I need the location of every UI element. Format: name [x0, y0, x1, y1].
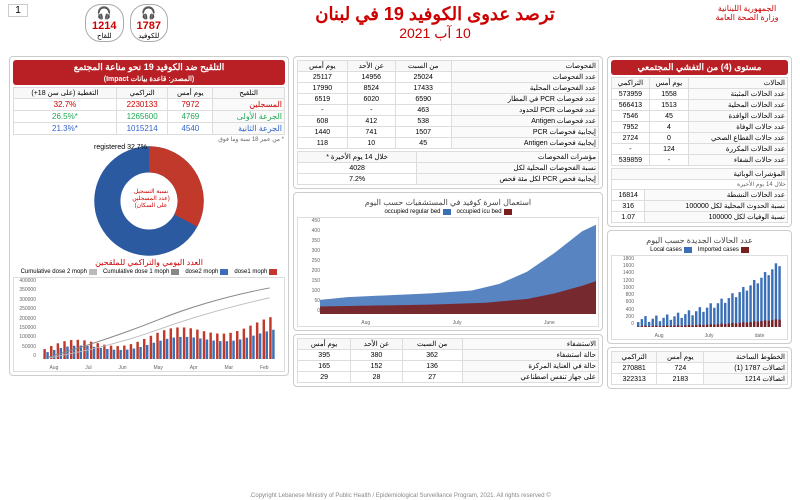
level-panel: مستوى (4) من التفشي المجتمعي الحالاتيوم … [607, 56, 792, 227]
vax-title: التلقيح ضد الكوفيد 19 نحو مناعة المجتمع(… [13, 60, 285, 85]
hotline-vaccine: 1214 للقاح [85, 4, 123, 42]
footer-copyright: © Copyright Lebanese Ministry of Public … [0, 493, 800, 499]
hotlines: 1787 للكوفيد 1214 للقاح [28, 4, 168, 42]
registration-donut: registered 32.7% نسبة التسجيل (عدد المسج… [94, 146, 204, 256]
hotline-covid: 1787 للكوفيد [130, 4, 168, 42]
new-cases-chart-panel: عدد الحالات الجديدة حسب اليوم Imported c… [607, 230, 792, 344]
page-number: 1 [8, 4, 28, 17]
vax-daily-chart: 4000003500003000002500002000001500001000… [13, 277, 285, 372]
hotlines-table: الخطوط الساخنةيوم أمسالتراكمي اتصالات 17… [611, 351, 788, 385]
ministry-logo: الجمهورية اللبنانية وزارة الصحة العامة [702, 4, 792, 22]
tests-indicators: مؤشرات الفحوصاتخلال 14 يوم الأخيرة * نسب… [297, 151, 599, 185]
tests-table: الفحوصاتمن السبتعن الأحديوم أمس عدد الفح… [297, 60, 599, 149]
vaccination-panel: التلقيح ضد الكوفيد 19 نحو مناعة المجتمع(… [9, 56, 289, 376]
case-indicators: المؤشرات الوبائية خلال 14 يوم الأخيرة عد… [611, 168, 788, 223]
vax-table: التلقيحيوم أمسالتراكميالتغطية (على سن 18… [13, 87, 285, 135]
page-date: 10 آب 2021 [168, 25, 702, 42]
cases-table: الحالاتيوم أمسالتراكمي عدد الحالات المثب… [611, 77, 788, 166]
new-cases-chart: 180016001400120010008006004002000 dateJu… [611, 255, 788, 340]
page-title: ترصد عدوى الكوفيد 19 في لبنان [168, 4, 702, 25]
recovery-panel: الاستشفاءمن السبتعن الأحديوم أمس حالة اس… [293, 334, 603, 387]
hospital-beds-chart: 450400350300250200150100500 JuneJulyAug [297, 217, 599, 327]
headset-icon [141, 6, 156, 20]
hospital-chart-panel: استعمال اسرة كوفيد في المستشفيات حسب الي… [293, 192, 603, 331]
logo-line2: وزارة الصحة العامة [702, 13, 792, 22]
tests-panel: الفحوصاتمن السبتعن الأحديوم أمس عدد الفح… [293, 56, 603, 189]
recovery-table: الاستشفاءمن السبتعن الأحديوم أمس حالة اس… [297, 338, 599, 383]
headset-icon [97, 6, 112, 20]
level-title: مستوى (4) من التفشي المجتمعي [611, 60, 788, 75]
header: الجمهورية اللبنانية وزارة الصحة العامة ت… [8, 4, 792, 54]
hotlines-table-panel: الخطوط الساخنةيوم أمسالتراكمي اتصالات 17… [607, 347, 792, 389]
logo-line1: الجمهورية اللبنانية [702, 4, 792, 13]
